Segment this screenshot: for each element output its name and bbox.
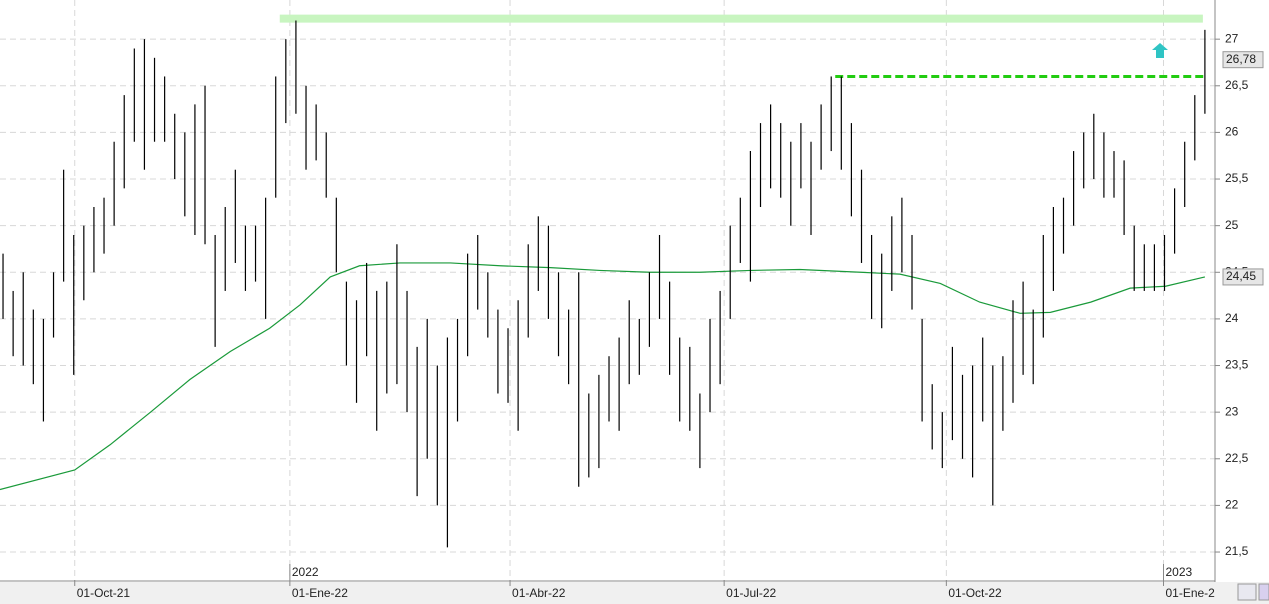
moving-average bbox=[0, 262, 1206, 491]
x-tick-label: 01-Jul-22 bbox=[726, 586, 776, 600]
y-tick-label: 25 bbox=[1225, 218, 1239, 232]
scroll-button[interactable] bbox=[1237, 583, 1257, 601]
x-tick-label: 01-Ene-2 bbox=[1165, 586, 1215, 600]
y-tick-label: 23 bbox=[1225, 404, 1239, 418]
x-tick-label: 01-Oct-21 bbox=[77, 586, 131, 600]
plot-area bbox=[0, 14, 1206, 548]
y-tick-label: 21,5 bbox=[1225, 544, 1249, 558]
x-axis-band bbox=[0, 582, 1269, 604]
x-tick-label: 01-Oct-22 bbox=[948, 586, 1002, 600]
price-label-box bbox=[1222, 51, 1264, 69]
y-tick-label: 26,5 bbox=[1225, 78, 1249, 92]
signal-arrow bbox=[1152, 43, 1168, 58]
year-label: 2023 bbox=[1165, 565, 1192, 579]
y-tick-label: 24 bbox=[1225, 311, 1239, 325]
price-label: 24,45 bbox=[1226, 269, 1256, 283]
y-tick-label: 27 bbox=[1225, 31, 1239, 45]
y-tick-label: 22,5 bbox=[1225, 451, 1249, 465]
x-tick-label: 01-Ene-22 bbox=[292, 586, 348, 600]
price-label: 26,78 bbox=[1226, 52, 1256, 66]
y-tick-label: 22 bbox=[1225, 498, 1239, 512]
y-tick-label: 26 bbox=[1225, 125, 1239, 139]
y-tick-label: 23,5 bbox=[1225, 358, 1249, 372]
y-tick-label: 25,5 bbox=[1225, 171, 1249, 185]
menu-button[interactable] bbox=[1258, 583, 1269, 601]
x-tick-label: 01-Abr-22 bbox=[512, 586, 566, 600]
year-label: 2022 bbox=[292, 565, 319, 579]
price-label-box bbox=[1222, 268, 1264, 286]
